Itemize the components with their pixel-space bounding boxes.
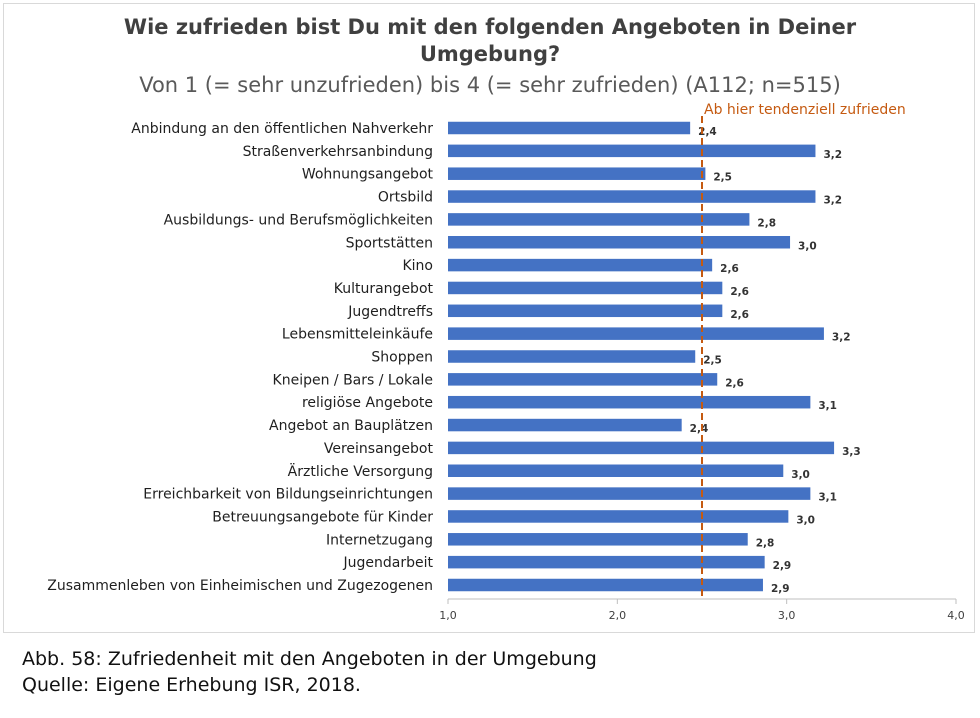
value-label: 2,6 [730,309,749,321]
value-label: 2,9 [773,560,792,572]
value-label: 3,1 [818,400,837,412]
category-label: Ortsbild [378,190,433,206]
value-label: 3,2 [823,195,842,207]
category-label: Sportstätten [346,235,433,251]
value-label: 2,6 [720,263,739,275]
category-label: Ausbildungs- und Berufsmöglichkeiten [164,212,433,228]
bar [448,327,824,340]
chart-frame [3,3,975,633]
bar [448,144,816,158]
category-label: Angebot an Bauplätzen [269,418,433,434]
category-label: Zusammenleben von Einheimischen und Zuge… [47,578,433,594]
bar [448,258,713,272]
value-label: 2,8 [757,217,776,229]
value-label: 2,4 [690,423,709,435]
bar [448,350,696,363]
category-label: Jugendarbeit [343,555,434,571]
x-tick-label: 4,0 [947,609,965,622]
reference-line-label: Ab hier tendenziell zufrieden [704,102,906,118]
bar [448,304,723,318]
value-label: 2,6 [725,377,744,389]
bar [448,236,791,249]
bar [448,373,718,386]
bar [448,487,811,500]
chart-title-line-2: Umgebung? [419,42,561,66]
category-label: Shoppen [371,350,433,366]
bar [448,190,816,203]
bar [448,578,763,592]
category-label: Ärztliche Versorgung [288,462,433,480]
category-label: Wohnungsangebot [302,167,434,183]
category-label: Internetzugang [326,532,433,548]
bar [448,510,789,523]
chart-title: Wie zufrieden bist Du mit den folgenden … [0,14,980,68]
category-label: Betreuungsangebote für Kinder [212,509,433,525]
caption-source: Quelle: Eigene Erhebung ISR, 2018. [22,674,361,696]
category-label: religiöse Angebote [302,395,433,411]
value-label: 3,0 [798,240,817,252]
bar [448,395,811,409]
value-label: 2,4 [698,126,717,138]
category-label: Kulturangebot [334,281,434,297]
bar-chart: Anbindung an den öffentlichen Nahverkehr… [47,102,965,622]
value-label: 2,9 [771,583,790,595]
bar [448,213,750,226]
value-label: 3,2 [823,149,842,161]
value-label: 2,6 [730,286,749,298]
caption-figure-title: Abb. 58: Zufriedenheit mit den Angeboten… [22,648,597,670]
value-label: 3,0 [796,514,815,526]
value-label: 3,0 [791,469,810,481]
bar [448,281,723,295]
value-label: 3,3 [842,446,861,458]
value-label: 3,1 [818,492,837,504]
category-label: Straßenverkehrsanbindung [243,144,433,160]
x-tick-label: 1,0 [439,609,457,622]
category-label: Vereinsangebot [324,441,434,457]
bar [448,533,748,546]
bar [448,441,835,455]
value-label: 2,8 [756,537,775,549]
chart-title-line-1: Wie zufrieden bist Du mit den folgenden … [123,15,857,39]
category-label: Kneipen / Bars / Lokale [273,372,433,388]
figure-caption: Abb. 58: Zufriedenheit mit den Angeboten… [22,646,597,698]
category-label: Erreichbarkeit von Bildungseinrichtungen [143,487,433,503]
value-label: 3,2 [832,332,851,344]
chart-subtitle: Von 1 (= sehr unzufrieden) bis 4 (= sehr… [139,73,841,97]
x-tick-label: 2,0 [609,609,627,622]
category-label: Lebensmitteleinkäufe [282,327,433,343]
bar [448,121,691,135]
category-label: Jugendtreffs [347,304,433,320]
bar [448,464,784,477]
bar [448,167,706,180]
bar [448,418,682,432]
value-label: 2,5 [703,355,722,367]
x-tick-label: 3,0 [778,609,796,622]
bar [448,555,765,569]
value-label: 2,5 [713,172,732,184]
category-label: Anbindung an den öffentlichen Nahverkehr [131,121,433,137]
category-label: Kino [402,258,433,274]
